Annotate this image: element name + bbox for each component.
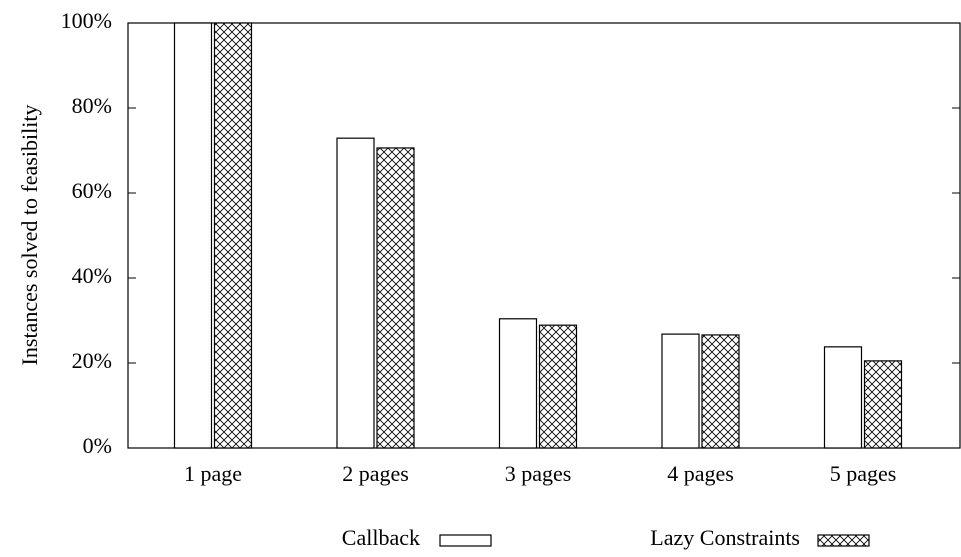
y-axis-label: Instances solved to feasibility xyxy=(17,105,42,366)
x-tick-label: 3 pages xyxy=(505,461,572,486)
legend-swatch xyxy=(439,534,492,547)
y-tick-label: 60% xyxy=(72,178,112,203)
y-tick-label: 20% xyxy=(72,348,112,373)
bar xyxy=(213,22,253,449)
bar xyxy=(823,346,863,449)
legend-swatch xyxy=(817,534,870,547)
bar xyxy=(701,334,740,449)
bar xyxy=(336,137,375,449)
bar xyxy=(863,360,903,449)
y-tick-label: 40% xyxy=(72,263,112,288)
y-tick-label: 0% xyxy=(83,433,112,458)
legend-label: Lazy Constraints xyxy=(650,525,800,550)
bar xyxy=(661,333,700,449)
bar xyxy=(538,324,578,449)
x-tick-label: 5 pages xyxy=(830,461,897,486)
y-tick-label: 80% xyxy=(72,93,112,118)
x-tick-label: 1 page xyxy=(184,461,242,486)
legend-label: Callback xyxy=(342,525,420,550)
y-tick-label: 100% xyxy=(61,8,112,33)
x-tick-label: 2 pages xyxy=(342,461,409,486)
bar xyxy=(498,318,538,449)
x-tick-label: 4 pages xyxy=(667,461,734,486)
bar xyxy=(376,147,415,449)
bar xyxy=(173,22,213,449)
